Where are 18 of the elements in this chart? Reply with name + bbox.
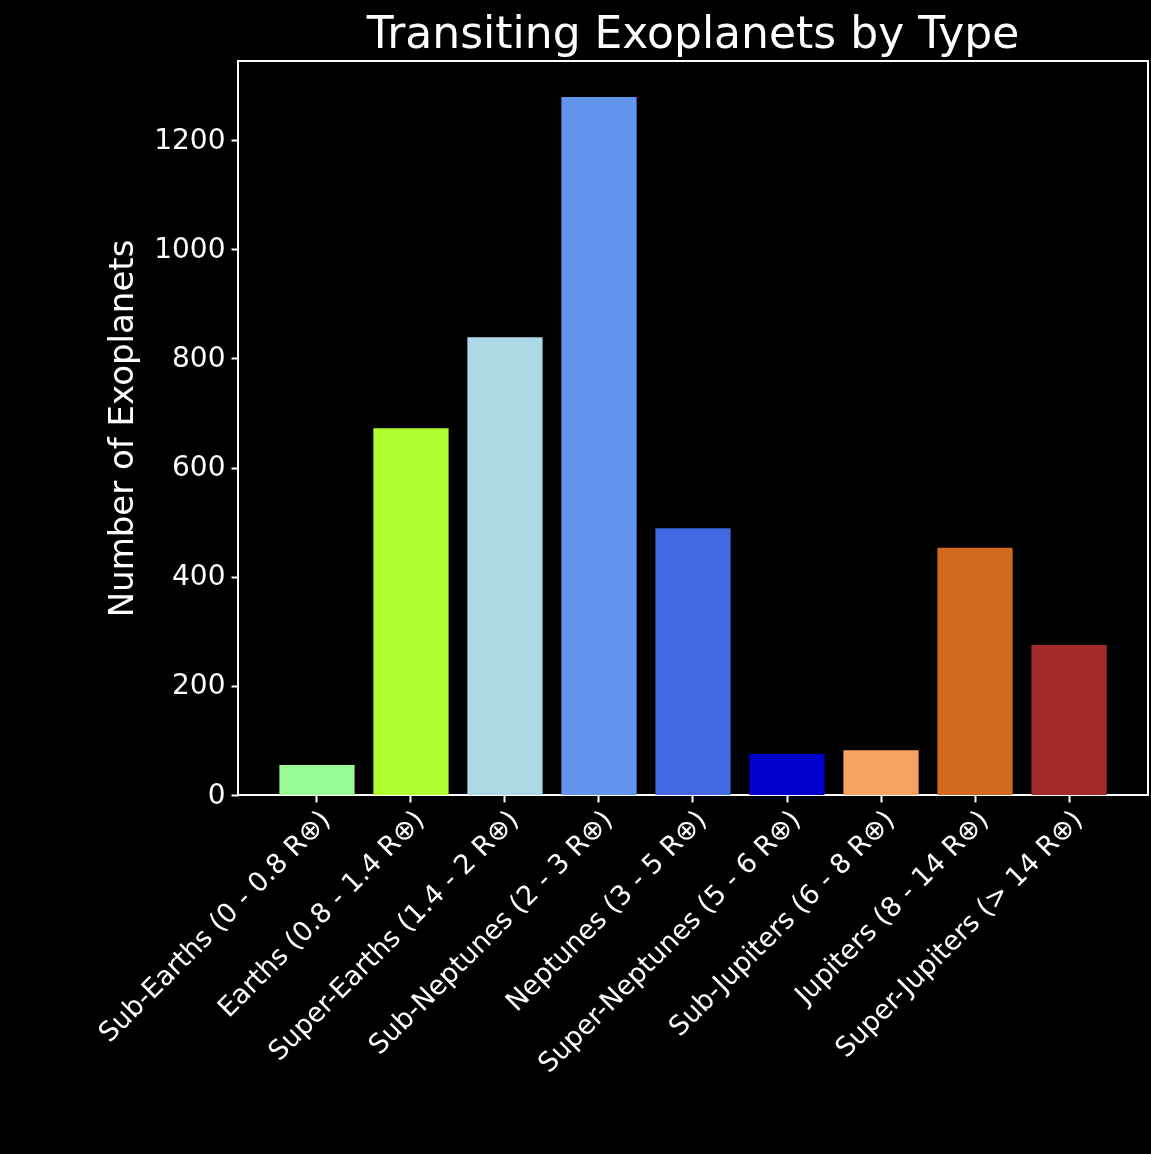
y-tick-label: 1000 (154, 231, 226, 265)
y-axis-title: Number of Exoplanets (101, 239, 142, 618)
y-tick-label: 200 (172, 668, 226, 702)
bar (373, 428, 449, 795)
y-tick-label: 600 (172, 450, 226, 484)
bar (561, 97, 637, 795)
bar (1031, 644, 1107, 795)
bar (655, 528, 731, 795)
y-tick-label: 0 (207, 777, 226, 811)
chart-title: Transiting Exoplanets by Type (365, 7, 1020, 58)
y-tick-label: 800 (172, 340, 226, 374)
bar (467, 337, 543, 795)
bar (843, 750, 919, 795)
bar (937, 547, 1013, 795)
y-tick-label: 400 (172, 559, 226, 593)
bar (749, 754, 825, 795)
y-tick-label: 1200 (154, 122, 226, 156)
bar (279, 764, 355, 795)
